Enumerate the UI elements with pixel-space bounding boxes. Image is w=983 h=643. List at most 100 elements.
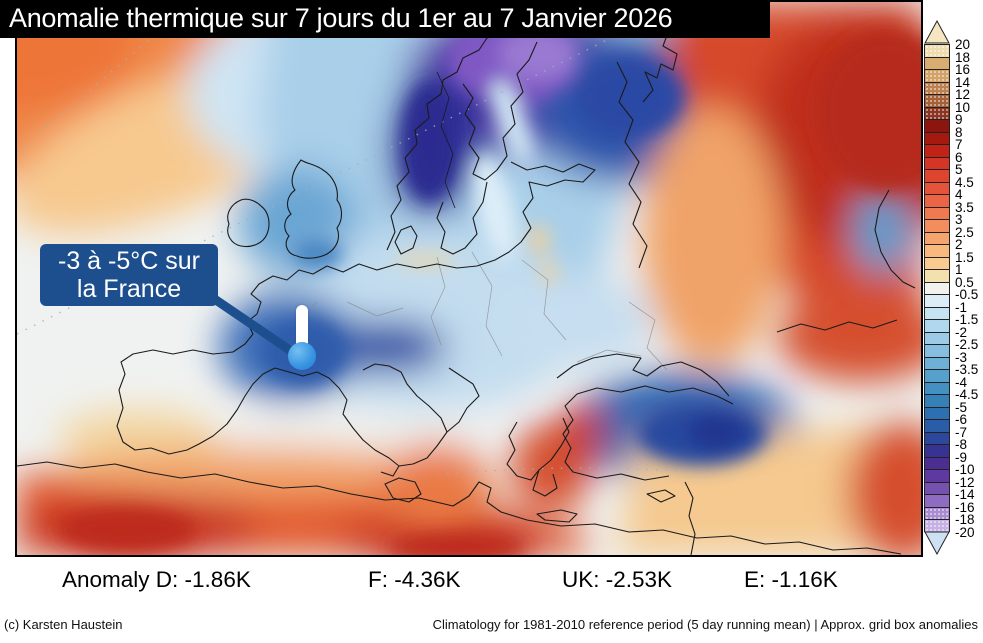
colorbar-cell (925, 395, 949, 408)
colorbar-label: 14 (955, 74, 971, 90)
colorbar-cell (925, 507, 949, 520)
stat-f-value: -4.36K (394, 567, 461, 592)
colorbar-cell (925, 120, 949, 133)
colorbar-label: 6 (955, 149, 963, 165)
colorbar-label: 7 (955, 137, 963, 152)
colorbar-cell (925, 232, 949, 245)
anomaly-stat-d: Anomaly D: -1.86K (62, 567, 251, 593)
colorbar-down-arrow (924, 531, 950, 555)
colorbar-cell (925, 445, 949, 458)
colorbar-label: -20 (955, 524, 975, 540)
colorbar-cell (925, 45, 949, 58)
colorbar-cell (925, 132, 949, 145)
colorbar-label: 16 (955, 62, 971, 77)
stat-d-value: -1.86K (184, 567, 251, 592)
europe-anomaly-map: -3 à -5°C sur la France (15, 0, 923, 557)
colorbar-label: -10 (955, 462, 975, 477)
copyright-credit: (c) Karsten Haustein (4, 617, 123, 632)
colorbar-label: 1 (955, 262, 963, 277)
colorbar-label: 4.5 (955, 174, 974, 190)
colorbar-cell (925, 257, 949, 270)
stat-d-label: Anomaly D: (62, 567, 185, 592)
colorbar-label: 2.5 (955, 224, 974, 240)
stat-uk-value: -2.53K (605, 567, 673, 592)
colorbar-label: 3 (955, 212, 963, 227)
colorbar-cell (925, 382, 949, 395)
colorbar-label: -12 (955, 474, 975, 490)
colorbar-label: -8 (955, 437, 968, 452)
colorbar-label: -0.5 (955, 287, 979, 302)
colorbar-label: 9 (955, 112, 963, 127)
colorbar-cell (925, 470, 949, 483)
colorbar-label: -18 (955, 512, 975, 527)
anomaly-stat-e: E: -1.16K (744, 567, 838, 593)
colorbar-cell (925, 82, 949, 95)
france-annotation-box: -3 à -5°C sur la France (40, 244, 218, 306)
colorbar-cell (925, 220, 949, 233)
colorbar-cell (925, 270, 949, 283)
annotation-line2: la France (76, 275, 182, 303)
colorbar-cell (925, 357, 949, 370)
colorbar-label: 18 (955, 49, 971, 65)
colorbar-cell (925, 157, 949, 170)
colorbar-cell (925, 170, 949, 183)
stat-e-label: E: (744, 567, 772, 592)
colorbar-cell (925, 407, 949, 420)
colorbar-label: -4 (955, 374, 968, 390)
anomaly-field-graphic (17, 2, 921, 555)
colorbar-label: 12 (955, 87, 971, 102)
colorbar-label: -2.5 (955, 337, 979, 352)
colorbar-label: 20 (955, 37, 971, 52)
colorbar-label: -3.5 (955, 362, 979, 377)
graticule-lines (17, 15, 718, 475)
colorbar-label: 8 (955, 124, 963, 140)
thermometer-bulb-icon (288, 342, 316, 370)
colorbar-cell (925, 320, 949, 333)
stat-e-value: -1.16K (771, 567, 838, 592)
colorbar-cell (925, 282, 949, 295)
colorbar-cell (925, 245, 949, 258)
colorbar-label: 4 (955, 187, 963, 202)
anomaly-stat-uk: UK: -2.53K (562, 567, 672, 593)
colorbar-label: -2 (955, 324, 968, 340)
colorbar-label: -4.5 (955, 387, 979, 402)
annotation-line1: -3 à -5°C sur (58, 247, 200, 275)
colorbar-cell (925, 57, 949, 70)
colorbar-cell (925, 107, 949, 120)
colorbar-cell (925, 420, 949, 433)
climatology-note: Climatology for 1981-2010 reference peri… (432, 617, 978, 632)
colorbar-cell (925, 195, 949, 208)
colorbar-cell (925, 332, 949, 345)
colorbar: 20 18 16 14 12 10 9 8 7 6 5 4.5 4 3.5 3 2.5 2 1.5 1 0.5 -0.5… (924, 20, 983, 586)
stat-f-label: F: (368, 567, 395, 592)
colorbar-cell (925, 95, 949, 108)
colorbar-cell (925, 370, 949, 383)
colorbar-label: -1 (955, 299, 968, 315)
map-title: Anomalie thermique sur 7 jours du 1er au… (0, 0, 770, 38)
colorbar-cell (925, 207, 949, 220)
colorbar-label: -6 (955, 412, 968, 427)
anomaly-stat-f: F: -4.36K (368, 567, 461, 593)
colorbar-label: -5 (955, 399, 968, 415)
colorbar-label: 1.5 (955, 249, 974, 265)
colorbar-cell (925, 182, 949, 195)
colorbar-label: 0.5 (955, 274, 974, 290)
colorbar-label: -14 (955, 487, 975, 502)
colorbar-cell (925, 457, 949, 470)
colorbar-label: -3 (955, 349, 968, 365)
stat-uk-label: UK: (562, 567, 606, 592)
annotation-leader-line (210, 294, 297, 357)
colorbar-label: -7 (955, 424, 968, 440)
colorbar-up-arrow (924, 20, 950, 44)
colorbar-cell (925, 307, 949, 320)
colorbar-cell (925, 432, 949, 445)
colorbar-cell (925, 520, 949, 533)
colorbar-label: -1.5 (955, 312, 979, 327)
colorbar-cells (924, 44, 950, 533)
colorbar-label: 10 (955, 99, 971, 115)
colorbar-cell (925, 70, 949, 83)
thermometer-icon (296, 305, 308, 353)
colorbar-cell (925, 495, 949, 508)
colorbar-cell (925, 145, 949, 158)
